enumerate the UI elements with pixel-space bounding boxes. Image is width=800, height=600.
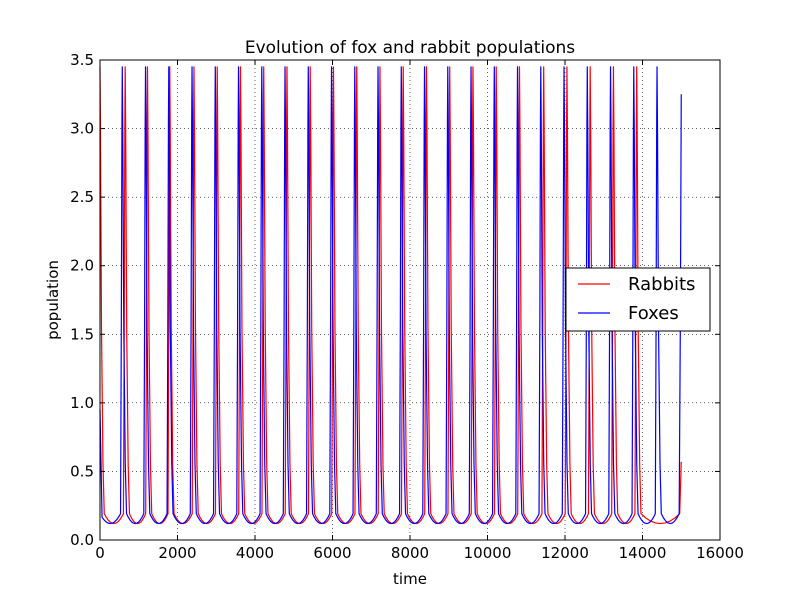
series-lines xyxy=(99,66,682,525)
x-tick-label: 2000 xyxy=(158,544,196,562)
legend-box xyxy=(565,267,711,332)
x-axis-label: time xyxy=(393,570,427,588)
legend: Rabbits Foxes xyxy=(565,267,711,332)
x-tick-label: 0 xyxy=(95,544,105,562)
x-tick-label: 8000 xyxy=(391,544,429,562)
y-tick-label: 0.5 xyxy=(70,462,94,480)
y-tick-label: 1.0 xyxy=(70,394,94,412)
chart-title: Evolution of fox and rabbit populations xyxy=(245,38,575,58)
x-tick-label: 16000 xyxy=(696,544,744,562)
y-tick-label: 0.0 xyxy=(70,531,94,549)
y-tick-label: 2.0 xyxy=(70,257,94,275)
axis-ticks: 0 2000 4000 6000 8000 10000 12000 14000 16000 0.0… xyxy=(70,51,744,562)
x-tick-label: 6000 xyxy=(313,544,351,562)
y-tick-label: 3.5 xyxy=(70,51,94,69)
y-axis-label: population xyxy=(44,260,62,340)
y-tick-label: 3.0 xyxy=(70,120,94,138)
y-tick-label: 2.5 xyxy=(70,188,94,206)
x-tick-label: 4000 xyxy=(236,544,274,562)
legend-rabbits-label: Rabbits xyxy=(628,274,695,295)
x-tick-label: 14000 xyxy=(619,544,667,562)
x-tick-label: 12000 xyxy=(541,544,589,562)
legend-foxes-label: Foxes xyxy=(628,303,679,324)
series-line-foxes xyxy=(99,66,682,525)
x-tick-label: 10000 xyxy=(464,544,512,562)
y-tick-label: 1.5 xyxy=(70,325,94,343)
